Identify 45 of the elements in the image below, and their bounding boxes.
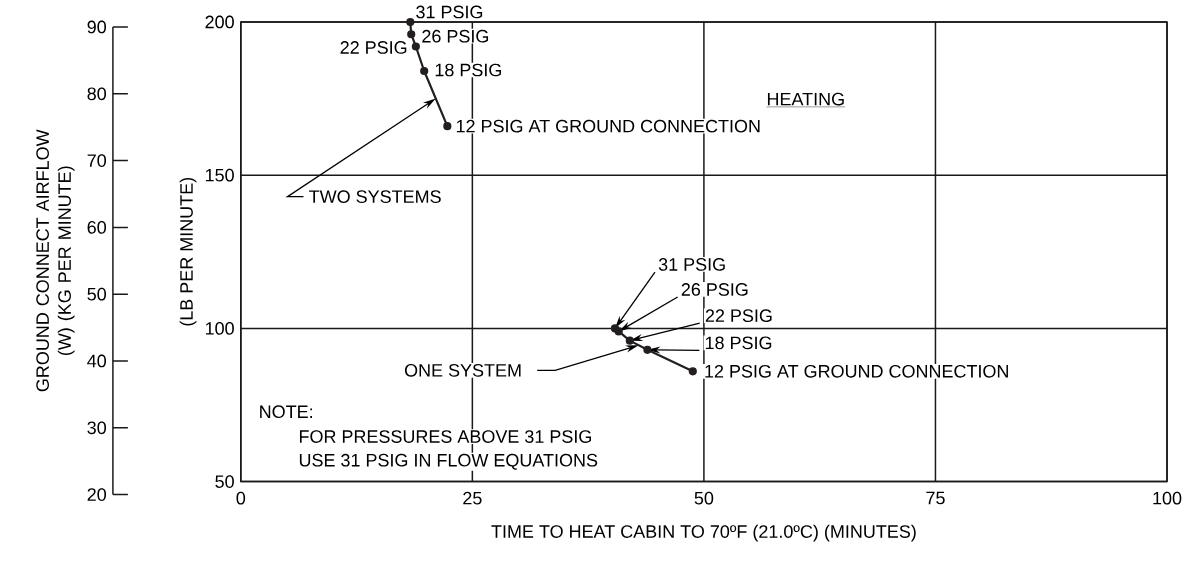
y3-tick-label: 60 [87,221,107,234]
y-tick-label: 50 [215,475,234,489]
point [443,122,452,131]
x-tick-label: 0 [236,492,246,505]
annotation: 26 PSIG [422,30,489,43]
annotation: USE 31 PSIG IN FLOW EQUATIONS [299,454,598,471]
y3-axis-title: GROUND CONNECT AIRFLOW (W) (KG PER MINUTE) [36,129,75,392]
point [614,327,623,336]
x-tick-label: 50 [694,492,714,505]
y3-tick-label: 50 [87,288,107,301]
point [411,42,420,51]
y3-tick-label: 30 [87,421,107,435]
y3-tick-label: 90 [87,20,107,34]
point [420,67,429,76]
annotation: 26 PSIG [681,283,748,297]
y3-tick-label: 20 [87,488,107,502]
x-tick-label: 100 [1153,492,1182,505]
annotation: FOR PRESSURES ABOVE 31 PSIG [299,430,591,444]
annotation: 18 PSIG [435,63,501,77]
point [625,336,634,345]
annotation: 22 PSIG [340,41,407,55]
y3-tick-label: 80 [87,87,107,101]
y3-tick-label: 40 [87,354,107,368]
x-axis-title: TIME TO HEAT CABIN TO 70ºF (21.0ºC) (MINUTES) [491,524,916,542]
x-tick-label: 25 [463,492,482,505]
y-tick-label: 100 [205,322,234,335]
point [643,345,652,355]
y-axis-title: (LB PER MINUTE) [179,178,197,326]
point [688,367,697,376]
annotation: 12 PSIG AT GROUND CONNECTION [705,365,1008,378]
y-tick-label: 200 [205,15,234,29]
y-tick-label: 150 [205,169,234,182]
text: ONE SYSTEM [404,364,521,377]
y3-tick-label: 70 [87,154,107,168]
annotation: 31 PSIG [416,5,483,19]
annotation: 18 PSIG [705,336,772,350]
annotation: NOTE: [260,405,312,419]
annotation: 12 PSIG AT GROUND CONNECTION [456,120,760,133]
annotation: HEATING [767,92,844,106]
point [407,30,416,39]
text: TWO SYSTEMS [309,190,441,204]
point [406,18,415,27]
x-tick-label: 75 [926,492,945,505]
annotation: 22 PSIG [705,309,772,323]
annotation: 31 PSIG [658,258,725,272]
